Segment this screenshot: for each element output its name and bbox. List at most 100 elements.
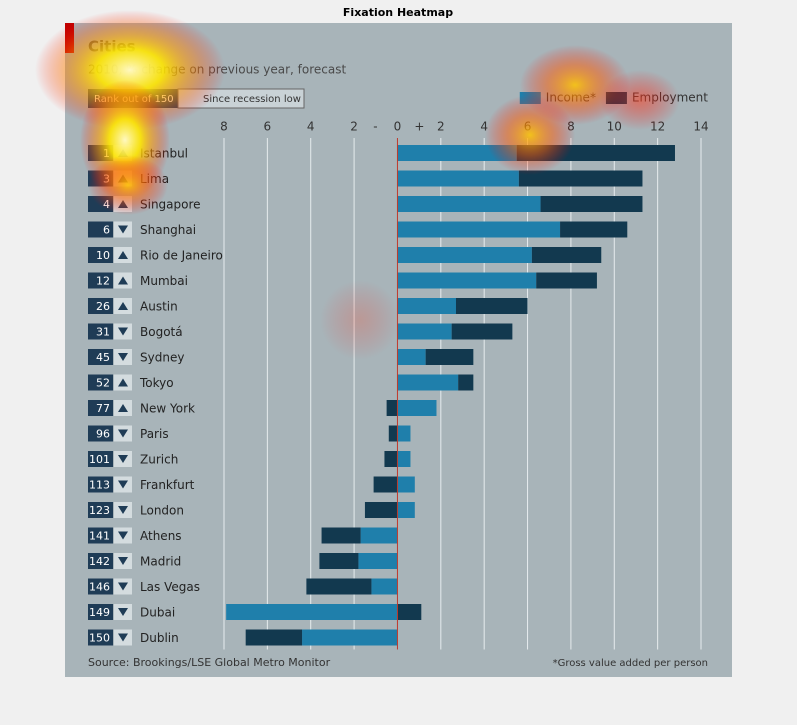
direction-arrow xyxy=(118,276,128,285)
rank: 10 xyxy=(96,249,110,262)
bar xyxy=(364,502,398,518)
rank: 149 xyxy=(89,606,110,619)
rank: 52 xyxy=(96,377,110,390)
bar xyxy=(397,170,519,187)
rank-box xyxy=(88,502,113,518)
rank: 141 xyxy=(89,530,110,543)
category-label: New York xyxy=(140,402,195,416)
bar xyxy=(388,425,398,442)
category-label: Frankfurt xyxy=(140,478,195,492)
x-tick-label: 0 xyxy=(394,120,402,134)
rank-box xyxy=(88,527,113,544)
rank-box xyxy=(88,476,113,493)
bar xyxy=(397,502,415,518)
bar xyxy=(397,247,532,263)
direction-arrow xyxy=(118,557,128,565)
bar xyxy=(397,476,415,493)
rank-box xyxy=(88,425,113,442)
rank: 31 xyxy=(96,326,110,339)
rank-box xyxy=(88,604,113,620)
x-tick-label: 14 xyxy=(693,120,708,134)
category-label: Bogotá xyxy=(140,325,183,339)
bar xyxy=(226,604,398,620)
category-label: Las Vegas xyxy=(140,580,200,594)
x-tick-label: 8 xyxy=(220,120,228,134)
rank-box xyxy=(88,629,113,646)
rank-box xyxy=(88,400,113,416)
rank: 77 xyxy=(96,402,110,415)
category-label: Athens xyxy=(140,529,182,543)
bar xyxy=(518,170,643,187)
bar xyxy=(536,272,597,289)
rank-box xyxy=(88,553,113,569)
heat-overlay xyxy=(35,10,680,360)
rank: 45 xyxy=(96,351,110,364)
x-tick-label: 4 xyxy=(480,120,488,134)
rank-box xyxy=(88,272,113,289)
bar xyxy=(397,425,411,442)
change-key-label: Since recession low xyxy=(203,94,301,105)
heat-blob xyxy=(600,70,680,130)
rank: 26 xyxy=(96,300,110,313)
category-label: Tokyo xyxy=(139,376,174,390)
x-tick-label: 2 xyxy=(437,120,445,134)
rank: 123 xyxy=(89,504,110,517)
footnote: *Gross value added per person xyxy=(553,658,708,669)
rank: 96 xyxy=(96,428,110,441)
x-tick-label: 2 xyxy=(350,120,358,134)
rank-box xyxy=(88,349,113,365)
bar xyxy=(397,374,459,391)
category-label: Sydney xyxy=(140,351,184,365)
direction-arrow xyxy=(118,404,128,412)
bar xyxy=(373,476,398,493)
bar xyxy=(397,451,411,467)
category-label: Dublin xyxy=(140,631,179,645)
bar xyxy=(397,145,517,161)
direction-arrow xyxy=(118,506,128,514)
bar xyxy=(397,221,561,238)
rank-box xyxy=(88,374,113,391)
bar xyxy=(245,629,303,646)
rank: 6 xyxy=(103,224,110,237)
rank: 150 xyxy=(89,632,110,645)
category-label: Madrid xyxy=(140,555,181,569)
rank-box xyxy=(88,323,113,340)
bar xyxy=(455,298,528,314)
heat-blob xyxy=(485,95,575,175)
direction-arrow xyxy=(118,251,128,259)
category-label: Rio de Janeiro xyxy=(140,249,223,263)
heatmap-title: Fixation Heatmap xyxy=(343,6,453,19)
category-label: London xyxy=(140,504,184,518)
rank: 12 xyxy=(96,275,110,288)
rank-box xyxy=(88,221,113,238)
rank-box xyxy=(88,247,113,263)
direction-arrow xyxy=(118,378,128,387)
axis-sign: + xyxy=(414,120,424,134)
rank: 146 xyxy=(89,581,110,594)
rank: 113 xyxy=(89,479,110,492)
category-label: Zurich xyxy=(140,453,178,467)
direction-arrow xyxy=(118,225,128,234)
rank-box xyxy=(88,298,113,314)
bar xyxy=(397,196,541,212)
direction-arrow xyxy=(118,327,128,336)
direction-arrow xyxy=(118,531,128,540)
bar xyxy=(397,400,437,416)
x-tick-label: 6 xyxy=(264,120,272,134)
category-label: Austin xyxy=(140,300,178,314)
category-label: Mumbai xyxy=(140,274,188,288)
bar xyxy=(458,374,474,391)
bar xyxy=(560,221,628,238)
bar xyxy=(397,604,422,620)
source: Source: Brookings/LSE Global Metro Monit… xyxy=(88,656,331,669)
x-tick-label: 4 xyxy=(307,120,315,134)
direction-arrow xyxy=(118,633,128,642)
direction-arrow xyxy=(118,582,128,591)
bar xyxy=(451,323,513,340)
bar xyxy=(425,349,474,365)
bar xyxy=(358,553,398,569)
bar xyxy=(531,247,602,263)
rank: 142 xyxy=(89,555,110,568)
rank-box xyxy=(88,578,113,595)
bar xyxy=(360,527,398,544)
